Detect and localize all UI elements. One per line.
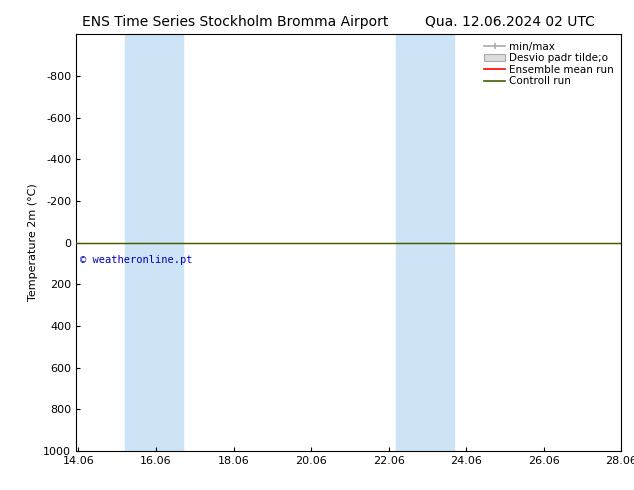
Text: Qua. 12.06.2024 02 UTC: Qua. 12.06.2024 02 UTC	[425, 15, 595, 29]
Bar	[124, 34, 183, 451]
Text: ENS Time Series Stockholm Bromma Airport: ENS Time Series Stockholm Bromma Airport	[82, 15, 389, 29]
Y-axis label: Temperature 2m (°C): Temperature 2m (°C)	[28, 184, 37, 301]
Bar	[396, 34, 454, 451]
Legend: min/max, Desvio padr tilde;o, Ensemble mean run, Controll run: min/max, Desvio padr tilde;o, Ensemble m…	[482, 40, 616, 88]
Text: © weatheronline.pt: © weatheronline.pt	[80, 255, 193, 265]
